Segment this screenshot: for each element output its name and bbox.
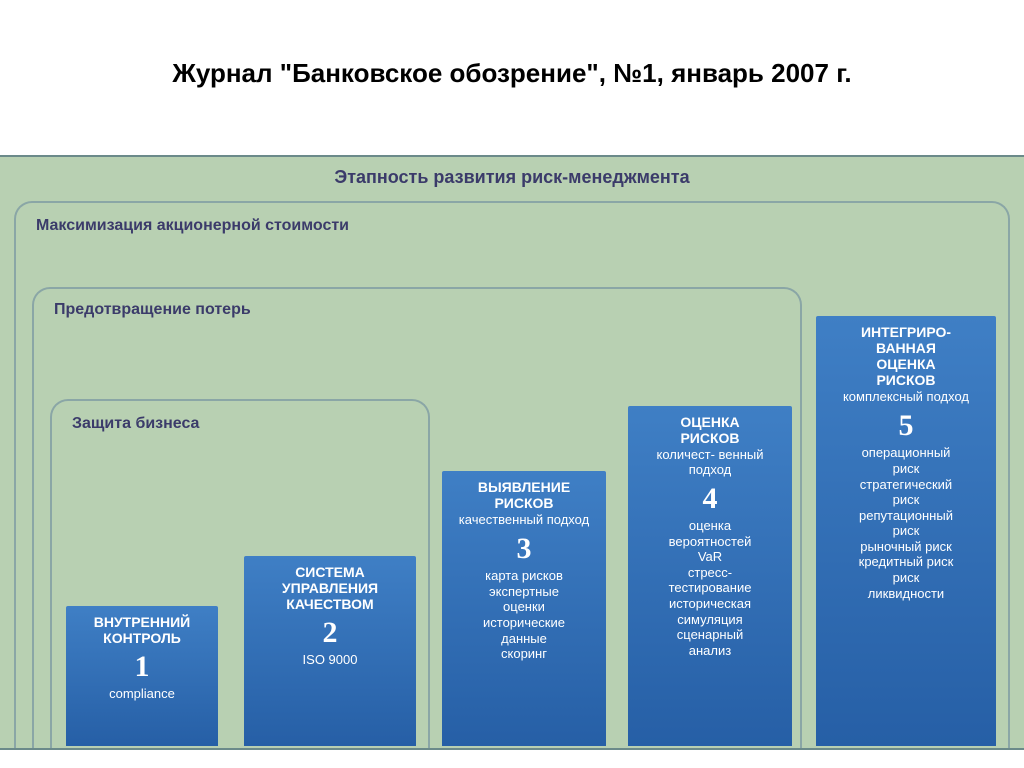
stage-bar-title-3: ВЫЯВЛЕНИЕРИСКОВ	[448, 479, 600, 511]
stage-bar-body-line: риск	[822, 492, 990, 508]
stage-bar-body-4: оценкавероятностейVaRстресс-тестирование…	[634, 518, 786, 658]
stage-bar-number-3: 3	[448, 532, 600, 566]
stage-bar-5: ИНТЕГРИРО-ВАННАЯОЦЕНКАРИСКОВ комплексный …	[816, 316, 996, 746]
stage-bar-body-line: риск	[822, 461, 990, 477]
stage-bar-body-line: скоринг	[448, 646, 600, 662]
page-root: Журнал "Банковское обозрение", №1, январ…	[0, 0, 1024, 768]
stage-bar-body-line: вероятностей	[634, 534, 786, 550]
stage-bar-body-line: карта рисков	[448, 568, 600, 584]
stage-bar-body-line: сценарный	[634, 627, 786, 643]
stage-bar-title-1: ВНУТРЕННИЙКОНТРОЛЬ	[72, 614, 212, 646]
stage-bar-2: СИСТЕМАУПРАВЛЕНИЯКАЧЕСТВОМ 2 ISO 9000	[244, 556, 416, 746]
stage-bar-body-line: compliance	[72, 686, 212, 702]
stage-bar-body-line: стратегический	[822, 477, 990, 493]
stage-bar-body-line: исторические	[448, 615, 600, 631]
stage-bar-body-1: compliance	[72, 686, 212, 702]
stage-bar-body-line: оценка	[634, 518, 786, 534]
stage-bar-number-5: 5	[822, 409, 990, 443]
stage-bar-body-line: риск	[822, 523, 990, 539]
stage-bar-body-line: риск	[822, 570, 990, 586]
nesting-box-label-1: Максимизация акционерной стоимости	[36, 217, 349, 235]
stage-bar-body-line: репутационный	[822, 508, 990, 524]
stage-bar-body-line: операционный	[822, 445, 990, 461]
stage-bar-body-line: симуляция	[634, 612, 786, 628]
stage-bar-number-1: 1	[72, 650, 212, 684]
stage-bar-title-2: СИСТЕМАУПРАВЛЕНИЯКАЧЕСТВОМ	[250, 564, 410, 612]
stage-bar-body-2: ISO 9000	[250, 652, 410, 668]
stage-bar-number-4: 4	[634, 482, 786, 516]
stage-bar-body-line: историческая	[634, 596, 786, 612]
stage-bar-subtitle-3: качественный подход	[448, 513, 600, 528]
stage-bar-body-line: стресс-	[634, 565, 786, 581]
nesting-box-label-3: Защита бизнеса	[72, 415, 199, 433]
stage-bar-body-line: экспертные	[448, 584, 600, 600]
stage-bar-subtitle-4: количест- венный подход	[634, 448, 786, 478]
stage-bar-number-2: 2	[250, 616, 410, 650]
stage-bar-body-line: ISO 9000	[250, 652, 410, 668]
stage-bar-title-4: ОЦЕНКАРИСКОВ	[634, 414, 786, 446]
page-title: Журнал "Банковское обозрение", №1, январ…	[0, 58, 1024, 89]
stage-bar-body-line: тестирование	[634, 580, 786, 596]
stage-bar-body-line: анализ	[634, 643, 786, 659]
stage-bar-body-line: данные	[448, 631, 600, 647]
stage-bar-1: ВНУТРЕННИЙКОНТРОЛЬ 1 compliance	[66, 606, 218, 746]
stage-bar-body-3: карта рисковэкспертныеоценкиисторические…	[448, 568, 600, 662]
stage-bar-title-5: ИНТЕГРИРО-ВАННАЯОЦЕНКАРИСКОВ	[822, 324, 990, 388]
diagram-canvas: Максимизация акционерной стоимости Предот…	[14, 201, 1010, 746]
stage-bar-body-line: VaR	[634, 549, 786, 565]
diagram-title: Этапность развития риск-менеджмента	[0, 157, 1024, 196]
stage-bar-body-line: кредитный риск	[822, 554, 990, 570]
stage-bar-4: ОЦЕНКАРИСКОВколичест- венный подход4оцен…	[628, 406, 792, 746]
stage-bar-subtitle-5: комплексный подход	[822, 390, 990, 405]
stage-bar-body-5: операционныйрискстратегическийрискрепута…	[822, 445, 990, 601]
stage-bar-body-line: оценки	[448, 599, 600, 615]
stage-bar-3: ВЫЯВЛЕНИЕРИСКОВкачественный подход3карта…	[442, 471, 606, 746]
stage-bar-body-line: рыночный риск	[822, 539, 990, 555]
stage-bar-body-line: ликвидности	[822, 586, 990, 602]
nesting-box-label-2: Предотвращение потерь	[54, 301, 251, 319]
diagram-panel: Этапность развития риск-менеджмента Макс…	[0, 155, 1024, 750]
page-title-text: Журнал "Банковское обозрение", №1, январ…	[172, 58, 851, 88]
